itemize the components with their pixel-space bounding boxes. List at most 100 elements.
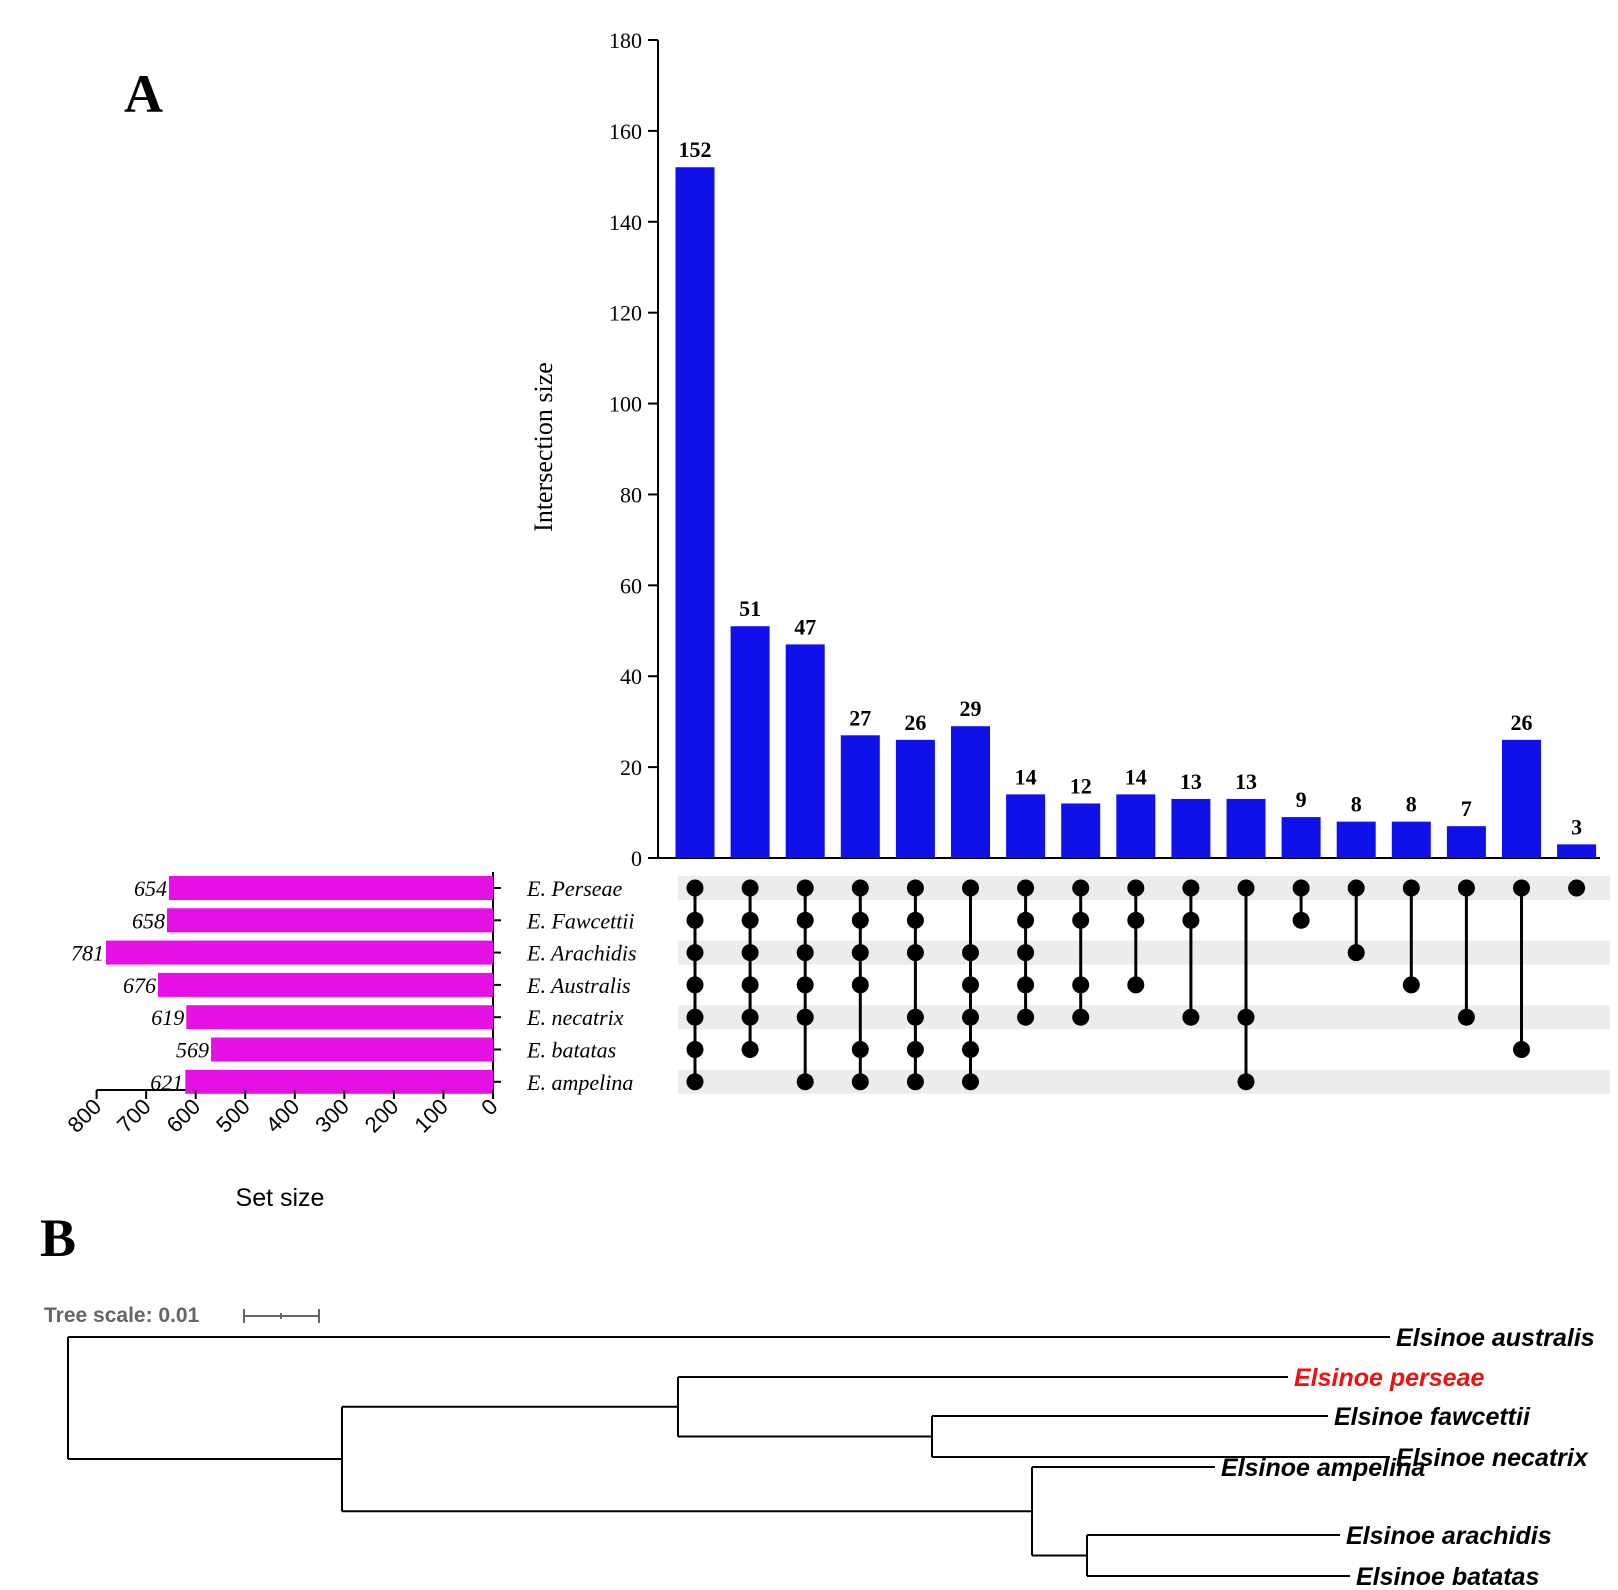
membership-dot xyxy=(686,944,704,962)
tree-leaf-label: Elsinoe australis xyxy=(1396,1324,1595,1352)
membership-dot xyxy=(796,1073,814,1091)
set-size-bar xyxy=(106,940,494,965)
bar-value-label: 14 xyxy=(1125,764,1147,789)
bar xyxy=(1006,794,1046,858)
membership-dot xyxy=(1182,879,1200,897)
membership-dot xyxy=(1237,879,1255,897)
set-size-x-tick-label: 600 xyxy=(162,1094,206,1138)
bar xyxy=(1171,798,1211,858)
bar-value-label: 13 xyxy=(1180,769,1202,794)
membership-dot xyxy=(906,1073,924,1091)
set-size-x-tick-label: 700 xyxy=(112,1094,156,1138)
tree-leaf-label: Elsinoe ampelina xyxy=(1221,1454,1425,1482)
panel-a-letter: A xyxy=(124,64,163,124)
membership-dot xyxy=(1347,879,1365,897)
y-tick-label: 180 xyxy=(609,28,642,53)
bar xyxy=(1502,739,1541,858)
tree-leaf-label: Elsinoe batatas xyxy=(1356,1563,1539,1590)
membership-dot xyxy=(1237,1008,1255,1026)
membership-dot xyxy=(686,1041,704,1058)
membership-dot xyxy=(1127,976,1145,994)
y-axis-title: Intersection size xyxy=(529,362,558,532)
membership-dot xyxy=(796,911,814,929)
phylogenetic-tree: Tree scale: 0.01 Elsinoe australis Elsinoe… xyxy=(44,1304,1595,1590)
membership-dot xyxy=(1017,879,1035,897)
membership-dot xyxy=(1347,944,1365,962)
membership-dot xyxy=(906,944,924,962)
set-size-x-tick-label: 300 xyxy=(310,1094,354,1138)
bar xyxy=(895,739,935,858)
bar-value-label: 26 xyxy=(904,710,926,735)
membership-dot xyxy=(851,879,869,897)
bar-value-label: 8 xyxy=(1406,792,1417,817)
tree-leaf-label: Elsinoe arachidis xyxy=(1346,1522,1552,1550)
tree-leaf-label: Elsinoe perseae xyxy=(1294,1364,1484,1392)
membership-dot xyxy=(962,879,979,897)
y-tick-label: 120 xyxy=(609,301,642,326)
set-size-value-label: 569 xyxy=(176,1038,209,1063)
membership-dot xyxy=(1072,1008,1090,1026)
membership-dot xyxy=(906,879,924,897)
set-size-x-tick-label: 800 xyxy=(62,1094,106,1138)
set-label: E. Arachidis xyxy=(526,941,637,966)
membership-dot xyxy=(1017,976,1035,994)
set-size-value-label: 658 xyxy=(132,908,165,933)
set-size-value-label: 781 xyxy=(71,941,104,966)
membership-dot xyxy=(686,911,704,929)
membership-dot xyxy=(851,944,869,962)
set-size-x-tick-label: 200 xyxy=(360,1094,404,1138)
bar-value-label: 12 xyxy=(1070,773,1092,798)
membership-dot xyxy=(1513,879,1530,897)
bar-value-label: 26 xyxy=(1511,710,1533,735)
tree-leaf-label: Elsinoe fawcettii xyxy=(1334,1403,1531,1431)
bar-value-label: 29 xyxy=(960,696,982,721)
membership-dot xyxy=(1292,911,1310,929)
membership-dot xyxy=(741,976,759,994)
set-size-axis-title: Set size xyxy=(236,1184,325,1212)
membership-dot xyxy=(1017,911,1035,929)
membership-dot xyxy=(962,1041,979,1058)
membership-dot xyxy=(741,944,759,962)
membership-dot xyxy=(1127,911,1145,929)
bar xyxy=(1281,817,1321,858)
bar xyxy=(785,644,825,858)
y-tick-label: 60 xyxy=(620,573,642,598)
y-tick-label: 40 xyxy=(620,664,642,689)
membership-dot xyxy=(1017,944,1035,962)
set-size-bar xyxy=(168,876,493,900)
bar-value-label: 8 xyxy=(1351,792,1362,817)
bar xyxy=(951,726,990,858)
membership-dot xyxy=(741,1041,759,1058)
set-label: E. Perseae xyxy=(526,876,623,901)
set-label: E. ampelina xyxy=(526,1070,633,1095)
membership-dot xyxy=(1182,911,1200,929)
set-label: E. Fawcettii xyxy=(526,908,635,933)
bar-value-label: 3 xyxy=(1571,814,1582,839)
membership-dot xyxy=(1127,879,1145,897)
bar xyxy=(840,735,880,858)
membership-dot xyxy=(1237,1073,1255,1091)
membership-dot xyxy=(906,911,924,929)
bar xyxy=(675,167,715,858)
membership-dot xyxy=(851,911,869,929)
y-tick-label: 80 xyxy=(620,482,642,507)
membership-dot xyxy=(796,879,814,897)
membership-dot xyxy=(962,944,979,962)
set-label: E. necatrix xyxy=(526,1005,624,1030)
membership-dot xyxy=(1402,976,1420,994)
membership-dot xyxy=(851,976,869,994)
set-size-bar xyxy=(186,1005,493,1030)
membership-dot xyxy=(1182,1008,1200,1026)
membership-dot xyxy=(962,976,979,994)
membership-dot xyxy=(686,976,704,994)
y-tick-label: 140 xyxy=(609,210,642,235)
set-size-x-tick-label: 500 xyxy=(211,1094,255,1138)
membership-dot xyxy=(686,1008,704,1026)
membership-dot xyxy=(962,1008,979,1026)
bar xyxy=(1226,798,1266,858)
membership-dot xyxy=(796,944,814,962)
intersection-size-chart: 0 20 40 60 80 100 120 140 160 180 Intersection siz… xyxy=(529,28,1600,871)
membership-dot xyxy=(1402,879,1420,897)
set-size-bar xyxy=(185,1069,493,1094)
